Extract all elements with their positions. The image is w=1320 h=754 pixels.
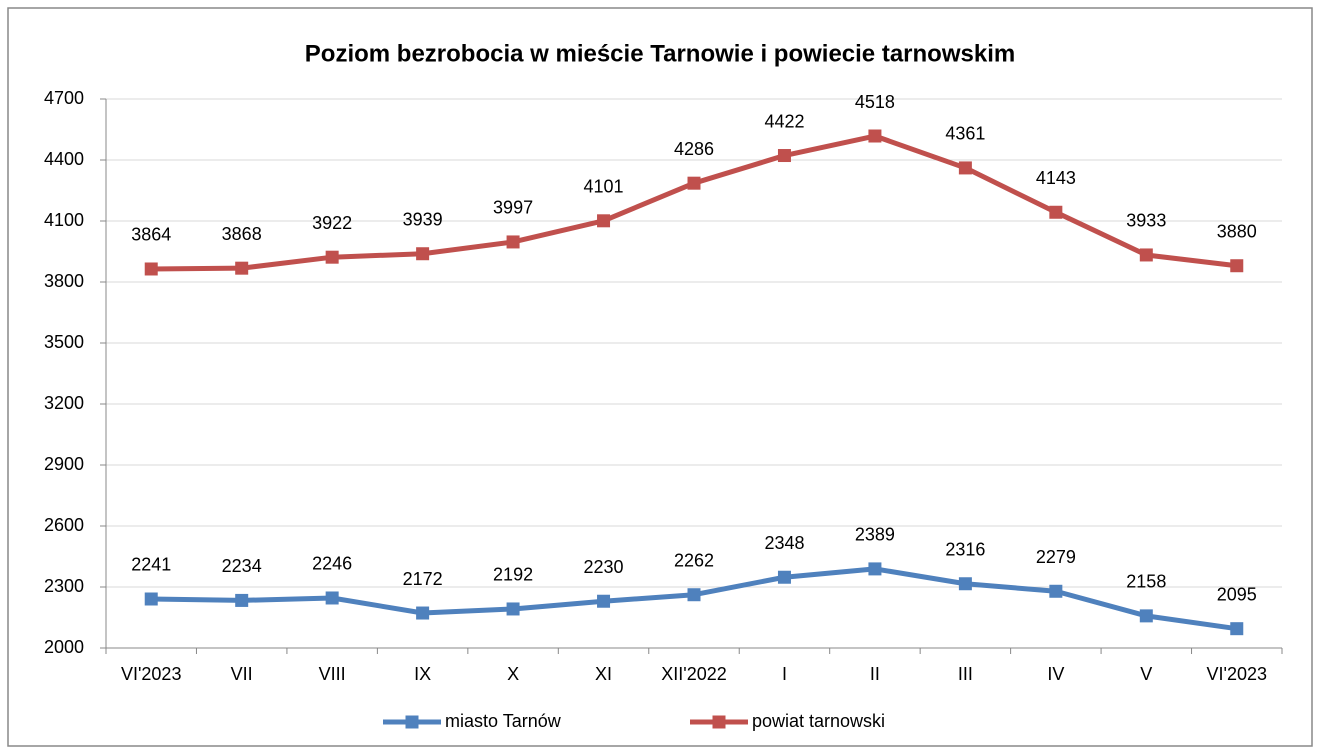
marker [235, 261, 249, 275]
marker [506, 602, 520, 616]
marker [416, 247, 430, 261]
data-label: 2389 [855, 525, 895, 545]
x-tick-label: VIII [319, 664, 346, 684]
marker [597, 214, 611, 228]
x-tick-label: XI [595, 664, 612, 684]
marker [687, 588, 701, 602]
x-tick-label: III [958, 664, 973, 684]
data-label: 2241 [131, 555, 171, 575]
legend-label: powiat tarnowski [752, 711, 885, 731]
data-label: 2192 [493, 565, 533, 585]
data-label: 3864 [131, 225, 171, 245]
legend-marker [405, 715, 419, 729]
x-tick-label: X [507, 664, 519, 684]
y-tick-label: 2300 [44, 576, 84, 596]
x-tick-label: IX [414, 664, 431, 684]
marker [416, 606, 430, 620]
marker [325, 250, 339, 264]
data-label: 2172 [403, 569, 443, 589]
marker [144, 262, 158, 276]
x-tick-label: VI'2023 [1207, 664, 1268, 684]
y-tick-label: 2000 [44, 637, 84, 657]
data-label: 2348 [764, 533, 804, 553]
data-label: 3880 [1217, 221, 1257, 241]
marker [325, 591, 339, 605]
x-tick-label: VII [231, 664, 253, 684]
x-tick-label: VI'2023 [121, 664, 182, 684]
data-label: 2158 [1126, 572, 1166, 592]
marker [1139, 248, 1153, 262]
marker [1139, 609, 1153, 623]
marker [235, 593, 249, 607]
x-tick-label: XII'2022 [661, 664, 727, 684]
data-label: 3997 [493, 198, 533, 218]
marker [506, 235, 520, 249]
data-label: 2230 [584, 557, 624, 577]
data-label: 4101 [584, 177, 624, 197]
data-label: 4422 [764, 111, 804, 131]
marker [687, 176, 701, 190]
data-label: 4361 [945, 124, 985, 144]
data-label: 2095 [1217, 584, 1257, 604]
legend-label: miasto Tarnów [445, 711, 562, 731]
x-tick-label: I [782, 664, 787, 684]
data-label: 4518 [855, 92, 895, 112]
y-tick-label: 3800 [44, 271, 84, 291]
marker [1049, 584, 1063, 598]
data-label: 2316 [945, 539, 985, 559]
marker [777, 149, 791, 163]
marker [1230, 259, 1244, 273]
y-tick-label: 3200 [44, 393, 84, 413]
x-tick-label: II [870, 664, 880, 684]
y-tick-label: 4700 [44, 88, 84, 108]
data-label: 3868 [222, 224, 262, 244]
y-tick-label: 3500 [44, 332, 84, 352]
marker [597, 594, 611, 608]
legend-marker [712, 715, 726, 729]
marker [1230, 622, 1244, 636]
x-tick-label: V [1140, 664, 1152, 684]
data-label: 2279 [1036, 547, 1076, 567]
marker [144, 592, 158, 606]
marker [958, 577, 972, 591]
y-tick-label: 2900 [44, 454, 84, 474]
y-tick-label: 2600 [44, 515, 84, 535]
marker [1049, 205, 1063, 219]
chart-frame [7, 7, 1313, 747]
data-label: 3933 [1126, 211, 1166, 231]
data-label: 2246 [312, 554, 352, 574]
data-label: 3922 [312, 213, 352, 233]
x-tick-label: IV [1047, 664, 1064, 684]
marker [868, 129, 882, 143]
data-label: 3939 [403, 209, 443, 229]
data-label: 4143 [1036, 168, 1076, 188]
marker [868, 562, 882, 576]
data-label: 4286 [674, 139, 714, 159]
data-label: 2262 [674, 550, 714, 570]
y-tick-label: 4400 [44, 149, 84, 169]
y-tick-label: 4100 [44, 210, 84, 230]
data-label: 2234 [222, 556, 262, 576]
chart-title: Poziom bezrobocia w mieście Tarnowie i p… [305, 40, 1015, 67]
marker [777, 570, 791, 584]
marker [958, 161, 972, 175]
